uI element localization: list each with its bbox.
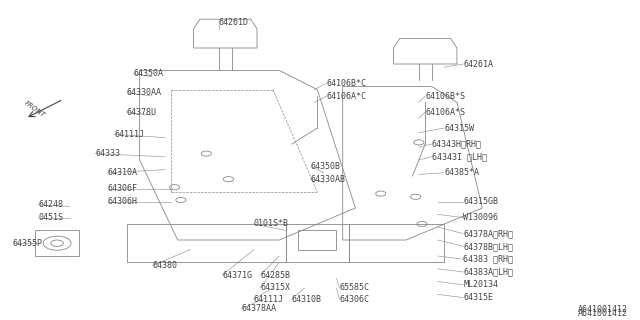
Text: 64383A〈LH〉: 64383A〈LH〉 [463, 268, 513, 276]
Text: 64380: 64380 [152, 261, 177, 270]
Text: 64330AA: 64330AA [127, 88, 162, 97]
Text: 64106B*C: 64106B*C [327, 79, 367, 88]
Text: 64333: 64333 [95, 149, 120, 158]
Text: ML20134: ML20134 [463, 280, 499, 289]
Text: 64350B: 64350B [311, 162, 341, 171]
Text: 64306C: 64306C [340, 295, 369, 304]
Text: 64330AB: 64330AB [311, 175, 346, 184]
Text: A641001412: A641001412 [577, 309, 628, 318]
Text: 64350A: 64350A [133, 69, 163, 78]
Text: 64378AA: 64378AA [241, 304, 276, 313]
Text: 0101S*B: 0101S*B [254, 220, 289, 228]
Text: 64315GB: 64315GB [463, 197, 499, 206]
Text: 64315X: 64315X [260, 284, 290, 292]
Text: A641001412: A641001412 [577, 305, 628, 314]
Text: 64371G: 64371G [222, 271, 252, 280]
Text: 64378A〈RH〉: 64378A〈RH〉 [463, 229, 513, 238]
Text: 64106B*S: 64106B*S [425, 92, 465, 100]
Text: 64385*A: 64385*A [444, 168, 479, 177]
Text: 64310B: 64310B [292, 295, 322, 304]
Text: 64378B〈LH〉: 64378B〈LH〉 [463, 242, 513, 251]
Text: 64261A: 64261A [463, 60, 493, 68]
Text: 64111J: 64111J [254, 295, 284, 304]
Text: 64285B: 64285B [260, 271, 290, 280]
Text: 64383 〈RH〉: 64383 〈RH〉 [463, 255, 513, 264]
Text: 64378U: 64378U [127, 108, 157, 116]
Text: W130096: W130096 [463, 213, 499, 222]
Text: 64315E: 64315E [463, 293, 493, 302]
Text: 64306H: 64306H [108, 197, 138, 206]
Text: 0451S: 0451S [38, 213, 63, 222]
Text: 64343H〈RH〉: 64343H〈RH〉 [431, 140, 481, 148]
Text: 64355P: 64355P [13, 239, 43, 248]
Text: 64306F: 64306F [108, 184, 138, 193]
Text: 65585C: 65585C [340, 284, 369, 292]
Text: 64315W: 64315W [444, 124, 474, 132]
Text: 64310A: 64310A [108, 168, 138, 177]
Text: FRONT: FRONT [24, 100, 47, 118]
Text: 64261D: 64261D [219, 18, 249, 27]
Text: 64343I 〈LH〉: 64343I 〈LH〉 [431, 152, 486, 161]
Text: 64106A*C: 64106A*C [327, 92, 367, 100]
Text: 64111J: 64111J [114, 130, 144, 139]
Text: 64106A*S: 64106A*S [425, 108, 465, 116]
Text: 64248: 64248 [38, 200, 63, 209]
